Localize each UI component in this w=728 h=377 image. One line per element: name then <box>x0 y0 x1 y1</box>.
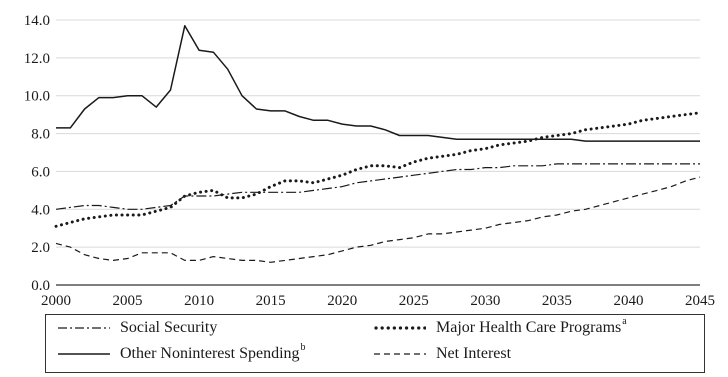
legend-item-net-interest: Net Interest <box>374 345 512 363</box>
x-tick-label: 2045 <box>685 293 715 309</box>
series-line-social-security <box>55 163 700 210</box>
y-tick-label: 4.0 <box>31 202 50 218</box>
y-tick-label: 14.0 <box>24 13 50 29</box>
legend-superscript: b <box>300 341 306 353</box>
x-tick-label: 2000 <box>41 293 71 309</box>
legend-label: Major Health Care Programs <box>436 319 622 336</box>
series-line-major-health-care-programs <box>54 111 702 228</box>
series-lines <box>54 24 702 263</box>
x-tick-label: 2040 <box>613 293 643 309</box>
series-line-net-interest <box>55 176 701 263</box>
legend: Social Security Major Health Care Progra… <box>45 314 705 373</box>
gridlines <box>56 19 700 248</box>
legend-item-major-health-care-programs: Major Health Care Programs a <box>374 315 627 337</box>
legend-label: Other Noninterest Spending <box>120 345 300 362</box>
y-tick-label: 8.0 <box>31 127 50 143</box>
legend-label: Social Security <box>120 319 218 336</box>
y-tick-label: 10.0 <box>24 89 50 105</box>
series-line-other-noninterest-spending <box>56 24 700 142</box>
dashed-line-sample <box>374 353 426 355</box>
x-tick-label: 2020 <box>327 293 357 309</box>
dash-dot-line-sample <box>58 327 110 329</box>
legend-superscript: a <box>622 315 627 327</box>
solid-line-sample <box>58 353 110 355</box>
x-axis-tick-labels: 2000 2005 2010 2015 2020 2025 2030 2035 2040 2045 <box>41 293 715 309</box>
dotted-line-sample <box>374 326 426 330</box>
y-tick-label: 12.0 <box>24 51 50 67</box>
legend-item-social-security: Social Security <box>58 319 218 337</box>
x-tick-label: 2005 <box>113 293 143 309</box>
x-tick-label: 2035 <box>542 293 572 309</box>
legend-label: Net Interest <box>436 345 512 362</box>
x-tick-label: 2025 <box>399 293 429 309</box>
x-tick-label: 2015 <box>256 293 286 309</box>
y-tick-label: 2.0 <box>31 240 50 256</box>
y-tick-label: 0.0 <box>31 278 50 294</box>
y-axis-tick-labels: 0.0 2.0 4.0 6.0 8.0 10.0 12.0 14.0 <box>24 13 50 294</box>
y-tick-label: 6.0 <box>31 164 50 180</box>
x-tick-label: 2030 <box>470 293 500 309</box>
x-tick-label: 2010 <box>184 293 214 309</box>
legend-item-other-noninterest-spending: Other Noninterest Spending b <box>58 341 306 363</box>
